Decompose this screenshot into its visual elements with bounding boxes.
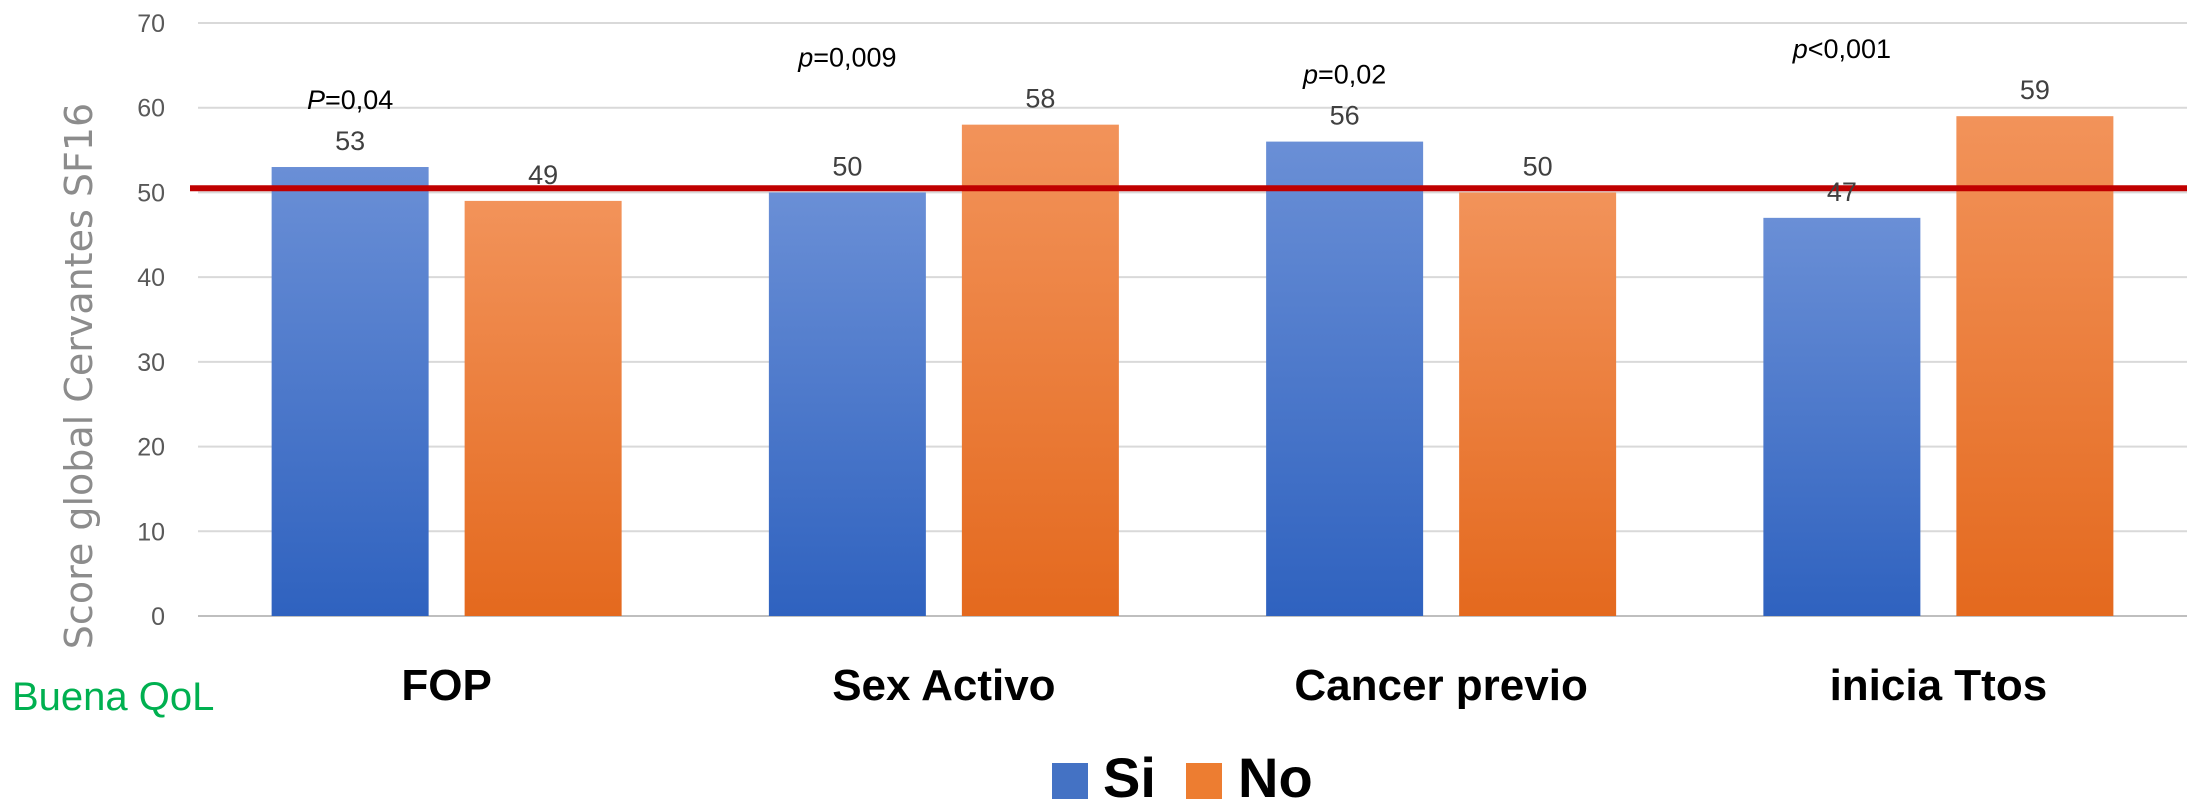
data-label: 47	[1827, 177, 1857, 207]
data-label: 56	[1330, 101, 1360, 131]
category-label: Cancer previo	[1294, 661, 1587, 710]
annotation-text: Buena QoL	[12, 675, 214, 719]
category-label: FOP	[401, 661, 491, 710]
y-tick-label: 10	[137, 518, 165, 546]
data-label: 50	[832, 151, 862, 181]
y-tick-label: 60	[137, 95, 165, 123]
y-tick-label: 40	[137, 264, 165, 292]
category-label: Sex Activo	[832, 661, 1055, 710]
bar-si	[1266, 141, 1424, 616]
legend-label-no: No	[1238, 746, 1313, 800]
p-value-label: p=0,009	[797, 43, 896, 73]
legend-label-si: Si	[1103, 746, 1156, 800]
data-label: 59	[2020, 75, 2050, 105]
bar-si	[1763, 217, 1921, 617]
y-tick-label: 0	[151, 603, 165, 631]
data-label: 53	[335, 126, 365, 156]
y-tick-label: 30	[137, 349, 165, 377]
bar-si	[271, 167, 429, 616]
bar-no	[961, 124, 1119, 617]
data-label: 50	[1523, 151, 1553, 181]
y-tick-label: 70	[137, 10, 165, 38]
data-label: 49	[528, 160, 558, 190]
p-value-label: P=0,04	[307, 85, 393, 115]
legend-swatch-si	[1052, 763, 1088, 799]
legend-swatch-no	[1186, 763, 1222, 799]
bar-si	[768, 192, 926, 616]
y-tick-label: 20	[137, 434, 165, 462]
p-value-label: p<0,001	[1792, 34, 1891, 64]
category-label: inicia Ttos	[1830, 661, 2048, 710]
bar-no	[1459, 192, 1617, 616]
bar-no	[464, 200, 622, 616]
y-tick-label: 50	[137, 179, 165, 207]
p-value-label: p=0,02	[1302, 60, 1386, 90]
data-label: 58	[1025, 84, 1055, 114]
bar-no	[1956, 116, 2114, 616]
y-axis-label: Score global Cervantes SF16	[57, 103, 101, 649]
